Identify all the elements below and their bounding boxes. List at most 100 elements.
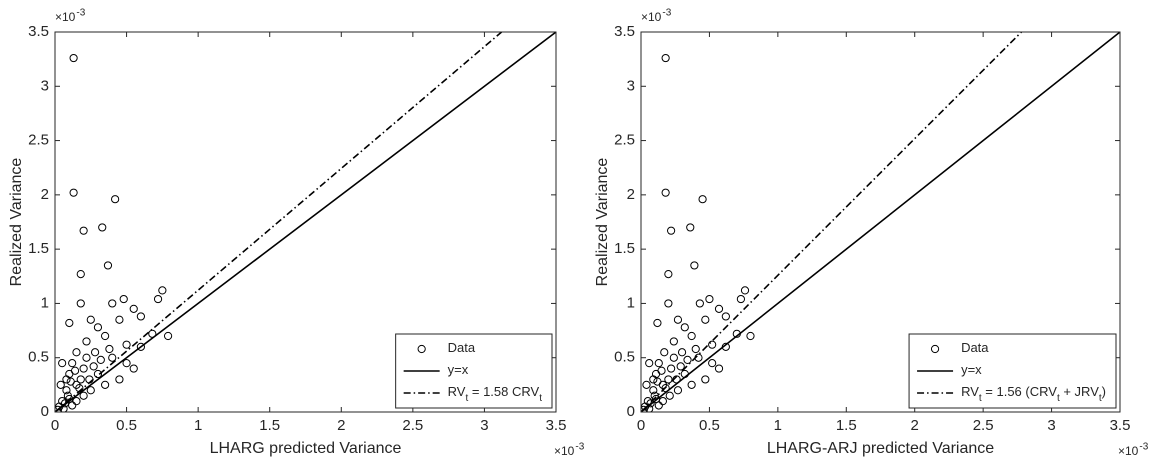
data-point xyxy=(740,286,750,295)
data-point xyxy=(686,223,695,232)
chart-panel: 0 0.5 1 1.5 2 2.5 3 3.5 0 0.5 1 1.5 2 2.5 3 3.5 LHARG pr… xyxy=(8,8,584,459)
data-point xyxy=(646,399,655,408)
data-point xyxy=(153,294,163,304)
data-point xyxy=(55,405,62,412)
data-point xyxy=(86,386,95,395)
data-point xyxy=(129,304,138,313)
data-point xyxy=(708,340,717,349)
data-point xyxy=(82,337,91,346)
data-point xyxy=(93,323,103,332)
data-point xyxy=(69,188,78,197)
y-tick-label: 1.5 xyxy=(614,240,635,257)
y-tick-label: 0.5 xyxy=(614,349,635,366)
data-point xyxy=(642,380,651,389)
plot-marks xyxy=(55,32,556,412)
data-point xyxy=(65,318,74,328)
data-point xyxy=(658,397,667,406)
data-point xyxy=(691,344,700,354)
x-tick-label: 1.5 xyxy=(259,417,280,434)
data-point xyxy=(70,366,80,375)
data-point xyxy=(645,359,654,368)
y-multiplier: ×10 xyxy=(55,10,76,24)
x-tick-label: 0.5 xyxy=(116,417,137,434)
data-point xyxy=(96,355,105,364)
data-point xyxy=(669,337,678,346)
y-tick-label: 3 xyxy=(41,77,49,94)
y-tick-label: 1 xyxy=(627,294,635,311)
data-point xyxy=(661,188,670,197)
data-point xyxy=(714,304,724,313)
y-tick-label: 2 xyxy=(627,186,635,203)
data-point xyxy=(79,364,88,373)
y-tick-label: 3 xyxy=(627,77,635,94)
data-point xyxy=(76,299,85,308)
x-axis-label: LHARG predicted Variance xyxy=(210,440,402,457)
data-point xyxy=(654,401,663,410)
data-point xyxy=(158,286,167,295)
y-tick-label: 0.5 xyxy=(28,349,49,366)
data-point xyxy=(90,348,100,357)
data-point xyxy=(683,355,692,364)
data-point xyxy=(664,375,673,384)
x-tick-label: 1.5 xyxy=(836,417,857,434)
data-point xyxy=(654,359,663,368)
data-point xyxy=(653,318,662,328)
x-tick-label: 1 xyxy=(194,417,202,434)
x-tick-label: 3 xyxy=(480,417,488,434)
data-point xyxy=(60,399,70,408)
fit-line xyxy=(55,32,556,412)
legend-label: y=x xyxy=(961,362,982,377)
data-point xyxy=(163,331,173,341)
y-axis-label: Realized Variance xyxy=(8,158,25,287)
data-point xyxy=(680,323,689,332)
data-point xyxy=(661,53,670,63)
data-point xyxy=(664,270,673,279)
data-point xyxy=(649,375,658,384)
data-point xyxy=(664,299,673,308)
x-tick-label: 0 xyxy=(637,417,645,434)
data-point xyxy=(714,364,724,373)
legend-label: RVt = 1.56 (CRVt + JRVt) xyxy=(961,384,1106,404)
data-point xyxy=(86,315,95,324)
data-point xyxy=(736,294,746,304)
fit-line xyxy=(641,32,1120,412)
y-tick-label: 1 xyxy=(41,294,49,311)
data-point xyxy=(667,364,676,373)
data-point xyxy=(115,315,124,324)
data-point xyxy=(103,261,113,270)
legend: Data y=x RVt = 1.58 CRVt xyxy=(395,333,553,409)
data-point xyxy=(122,340,131,349)
x-tick-label: 0.5 xyxy=(699,417,720,434)
y-tick-label: 2.5 xyxy=(28,132,49,149)
data-point xyxy=(673,386,683,395)
data-point xyxy=(665,391,674,400)
data-point xyxy=(66,377,75,386)
data-point xyxy=(687,331,696,341)
y-multiplier: ×10 xyxy=(641,10,662,24)
data-point xyxy=(746,331,755,341)
data-point xyxy=(68,359,77,368)
data-point xyxy=(122,359,131,368)
data-point xyxy=(69,53,78,63)
data-point xyxy=(115,375,124,384)
data-point xyxy=(667,226,676,235)
data-point xyxy=(101,380,110,389)
data-point xyxy=(641,405,648,412)
data-point xyxy=(701,375,710,384)
data-point xyxy=(653,377,662,386)
data-point xyxy=(58,359,67,368)
data-point xyxy=(669,353,678,362)
data-point xyxy=(129,364,138,373)
data-point xyxy=(108,299,117,308)
x-tick-label: 3 xyxy=(1047,417,1055,434)
data-point xyxy=(72,397,81,406)
data-point xyxy=(705,294,714,304)
data-point xyxy=(62,375,71,384)
data-point xyxy=(62,386,71,395)
y-axis-label: Realized Variance xyxy=(594,158,611,287)
data-point xyxy=(690,261,699,270)
data-point xyxy=(136,312,145,321)
fit-line xyxy=(641,32,1023,412)
data-point xyxy=(673,315,683,324)
